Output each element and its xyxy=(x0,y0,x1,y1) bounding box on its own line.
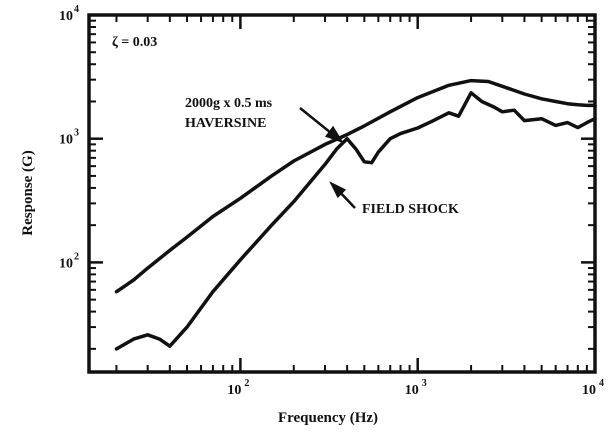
y-tick-label: 10 xyxy=(59,256,73,271)
haversine-arrowhead xyxy=(324,125,344,144)
annotation-arrows xyxy=(299,107,356,209)
major-ticks xyxy=(89,13,597,372)
tick-labels: 10 2 10 3 10 410 210 310 4 xyxy=(59,4,604,398)
x-axis-title: Frequency (Hz) xyxy=(278,410,378,426)
minor-ticks xyxy=(89,15,595,372)
x-tick-label: 10 xyxy=(582,383,596,398)
annotation-haversine-line2: HAVERSINE xyxy=(185,116,266,131)
y-tick-label: 10 xyxy=(59,133,73,148)
plot-frame xyxy=(87,13,597,374)
x-tick-exponent: 4 xyxy=(599,378,604,389)
x-tick-exponent: 2 xyxy=(244,378,249,389)
y-axis-title: Response (G) xyxy=(20,150,36,235)
annotation-haversine-line1: 2000g x 0.5 ms xyxy=(185,96,273,111)
plot-border xyxy=(87,13,597,374)
annotation-field-shock: FIELD SHOCK xyxy=(362,202,459,217)
y-tick-exponent: 3 xyxy=(74,128,79,139)
y-tick-exponent: 2 xyxy=(74,251,79,262)
x-tick-label: 10 xyxy=(227,383,241,398)
x-tick-exponent: 3 xyxy=(422,378,427,389)
y-tick-exponent: 4 xyxy=(74,4,79,15)
x-tick-label: 10 xyxy=(405,383,419,398)
field-shock-response-line xyxy=(114,91,597,351)
series-group xyxy=(114,78,597,351)
haversine-response-line xyxy=(114,78,597,294)
field-shock-arrowhead xyxy=(329,181,347,199)
y-tick-label: 10 xyxy=(59,9,73,24)
annotation-zeta: ζ = 0.03 xyxy=(112,35,157,50)
